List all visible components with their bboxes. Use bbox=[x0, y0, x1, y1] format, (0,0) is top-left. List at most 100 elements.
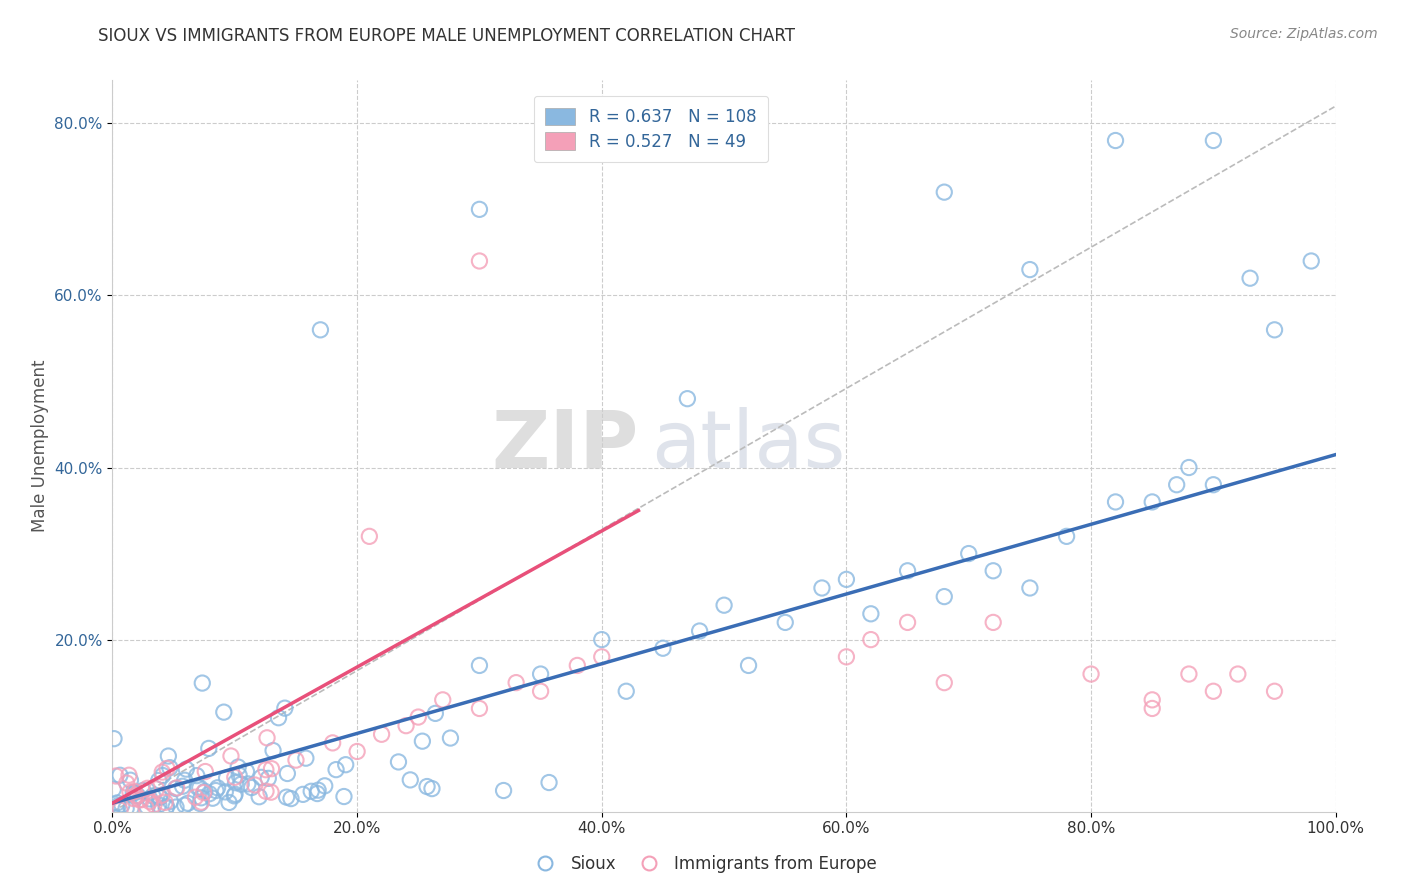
Point bbox=[174, 762, 197, 776]
Point bbox=[194, 764, 217, 779]
Point bbox=[136, 781, 159, 796]
Point bbox=[314, 779, 336, 793]
Point bbox=[262, 743, 284, 757]
Point bbox=[219, 749, 242, 764]
Point bbox=[201, 791, 224, 805]
Point bbox=[120, 773, 142, 788]
Point bbox=[591, 632, 613, 647]
Point bbox=[432, 693, 454, 707]
Point bbox=[138, 795, 160, 809]
Point bbox=[335, 757, 357, 772]
Point bbox=[128, 793, 150, 807]
Point bbox=[105, 796, 128, 810]
Point bbox=[142, 789, 165, 803]
Point bbox=[159, 761, 181, 775]
Point bbox=[676, 392, 699, 406]
Point bbox=[145, 782, 167, 797]
Point bbox=[307, 787, 329, 801]
Point bbox=[325, 763, 347, 777]
Point bbox=[205, 783, 228, 797]
Point bbox=[155, 799, 177, 814]
Point bbox=[280, 791, 302, 805]
Point bbox=[468, 254, 491, 268]
Point bbox=[207, 780, 229, 795]
Point bbox=[897, 564, 920, 578]
Point bbox=[538, 775, 561, 789]
Point bbox=[218, 796, 240, 810]
Point bbox=[173, 798, 195, 813]
Point bbox=[395, 719, 418, 733]
Point bbox=[136, 799, 159, 814]
Point bbox=[187, 780, 209, 795]
Point bbox=[274, 701, 297, 715]
Point bbox=[1018, 581, 1040, 595]
Point bbox=[228, 768, 250, 782]
Point bbox=[149, 789, 172, 804]
Point bbox=[214, 785, 236, 799]
Point bbox=[193, 786, 215, 800]
Point bbox=[307, 783, 329, 797]
Point bbox=[468, 701, 491, 715]
Point bbox=[243, 778, 266, 792]
Point bbox=[859, 632, 882, 647]
Point bbox=[173, 773, 195, 788]
Point bbox=[957, 547, 980, 561]
Point bbox=[1202, 684, 1225, 698]
Point bbox=[156, 762, 179, 776]
Point bbox=[148, 790, 170, 805]
Point bbox=[212, 705, 235, 719]
Point bbox=[399, 772, 422, 787]
Point bbox=[152, 768, 174, 782]
Point bbox=[1104, 495, 1126, 509]
Point bbox=[135, 801, 157, 815]
Text: atlas: atlas bbox=[651, 407, 845, 485]
Point bbox=[236, 777, 259, 791]
Point bbox=[166, 780, 188, 795]
Point bbox=[897, 615, 920, 630]
Point bbox=[1178, 667, 1201, 681]
Point bbox=[835, 649, 858, 664]
Point bbox=[254, 784, 277, 798]
Point bbox=[416, 780, 439, 794]
Point bbox=[1226, 667, 1249, 681]
Point bbox=[104, 769, 127, 783]
Point bbox=[260, 785, 283, 799]
Y-axis label: Male Unemployment: Male Unemployment bbox=[31, 359, 49, 533]
Point bbox=[737, 658, 759, 673]
Point bbox=[153, 796, 176, 810]
Point bbox=[295, 751, 318, 765]
Point bbox=[322, 736, 344, 750]
Point bbox=[811, 581, 834, 595]
Point bbox=[127, 789, 149, 803]
Point bbox=[150, 765, 173, 780]
Point bbox=[190, 795, 212, 809]
Point bbox=[276, 766, 298, 780]
Point bbox=[529, 684, 551, 698]
Point bbox=[125, 789, 148, 803]
Point bbox=[614, 684, 637, 698]
Point bbox=[108, 768, 131, 782]
Point bbox=[420, 781, 443, 796]
Point bbox=[124, 784, 146, 798]
Point bbox=[155, 800, 177, 814]
Point bbox=[689, 624, 711, 638]
Point bbox=[226, 760, 249, 774]
Point bbox=[859, 607, 882, 621]
Point bbox=[1301, 254, 1323, 268]
Point bbox=[122, 791, 145, 805]
Point bbox=[190, 790, 212, 805]
Point bbox=[148, 773, 170, 788]
Point bbox=[150, 789, 173, 803]
Point bbox=[1142, 693, 1164, 707]
Point bbox=[309, 323, 332, 337]
Point bbox=[254, 763, 277, 777]
Point bbox=[981, 564, 1004, 578]
Point bbox=[1202, 134, 1225, 148]
Point bbox=[224, 770, 246, 784]
Point bbox=[177, 797, 200, 811]
Point bbox=[142, 797, 165, 812]
Point bbox=[103, 731, 125, 746]
Point bbox=[299, 784, 322, 798]
Point bbox=[934, 185, 956, 199]
Point bbox=[1056, 529, 1078, 543]
